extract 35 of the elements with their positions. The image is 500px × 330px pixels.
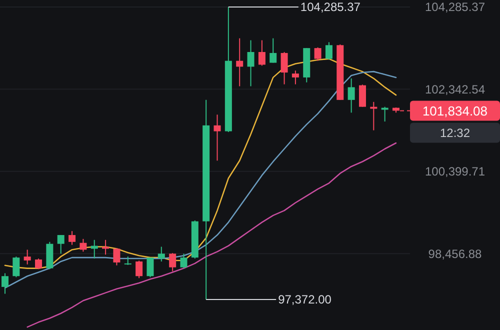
candlestick — [236, 38, 244, 87]
candlestick — [2, 272, 8, 294]
y-tick-label: 98,456.88 — [428, 246, 482, 261]
candlestick — [247, 40, 254, 87]
candlestick — [12, 256, 20, 278]
candlestick — [169, 252, 176, 272]
annotation: 97,372.00 — [278, 292, 332, 307]
y-tick-label: 102,342.54 — [424, 82, 486, 96]
ref-line-label: 101,834.08 — [422, 103, 488, 118]
candlestick — [280, 52, 288, 85]
candlestick — [124, 256, 132, 266]
line-series — [26, 142, 397, 328]
candlestick — [146, 257, 154, 278]
candlestick — [214, 114, 221, 162]
candlestick — [158, 246, 165, 262]
candlestick — [24, 249, 31, 265]
candlestick — [35, 258, 42, 270]
candlestick — [314, 46, 322, 62]
candlestick — [68, 230, 76, 246]
candlestick — [358, 84, 366, 108]
y-tick-label: 104,285.37 — [424, 0, 486, 14]
candlestick — [136, 260, 143, 279]
candlestick — [325, 42, 332, 60]
candlestick — [57, 234, 64, 254]
candlestick — [180, 253, 188, 269]
y-tick-label: 100,399.71 — [424, 164, 486, 179]
candlestick — [348, 78, 355, 114]
candlestick — [113, 247, 120, 266]
candlestick — [270, 38, 277, 64]
annotation: 104,285.37 — [300, 0, 361, 14]
candlestick — [370, 101, 378, 131]
candlestick — [258, 40, 266, 66]
text: 12:32 — [440, 126, 470, 140]
candlestick — [292, 70, 299, 85]
candlestick — [80, 238, 87, 252]
